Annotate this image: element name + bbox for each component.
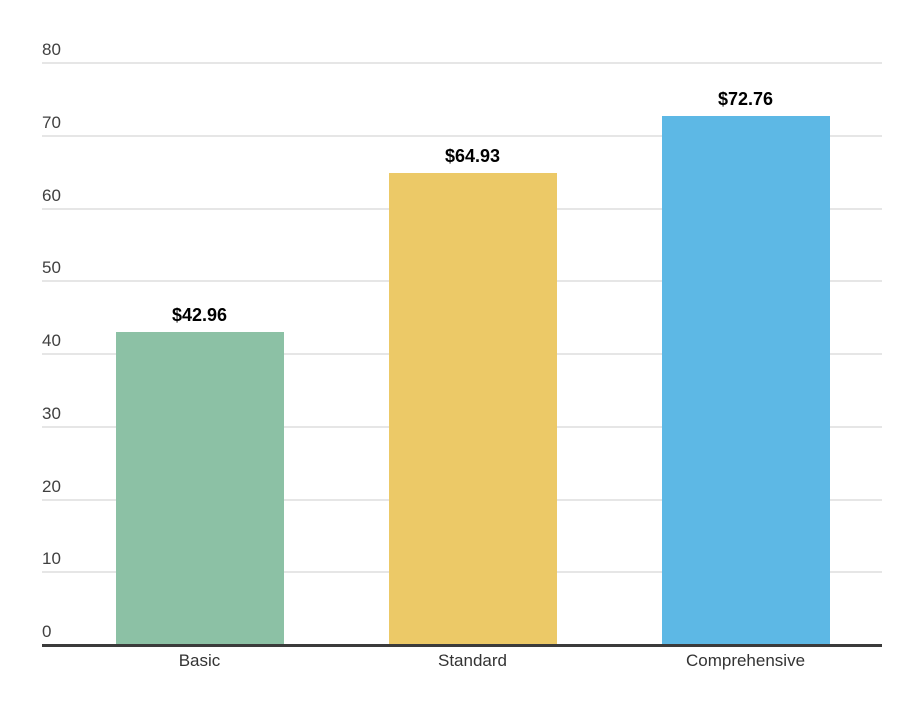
y-axis-tick-label: 40 <box>42 331 61 350</box>
y-axis-tick-label: 20 <box>42 476 61 496</box>
x-axis-category-label: Basic <box>178 651 221 670</box>
bar-comprehensive <box>661 115 830 645</box>
y-axis-tick-label: 10 <box>42 549 61 569</box>
x-axis-baseline <box>42 644 882 647</box>
bar-basic <box>115 332 284 645</box>
x-axis-category-label: Standard <box>438 651 507 670</box>
y-axis-tick-label: 50 <box>42 258 61 278</box>
y-axis-tick-label: 60 <box>42 185 61 205</box>
bar-value-label: $42.96 <box>171 305 228 326</box>
y-axis-tick-label: 30 <box>42 403 61 423</box>
bar-value-label: $64.93 <box>444 145 501 166</box>
bar-standard <box>388 172 557 645</box>
gridline <box>42 62 882 64</box>
bar-value-label: $72.76 <box>717 88 774 109</box>
y-axis-tick-label: 80 <box>42 40 61 59</box>
y-axis-tick-label: 0 <box>42 622 52 641</box>
x-axis-category-label: Comprehensive <box>685 651 806 670</box>
gridline <box>42 134 882 137</box>
y-axis-tick-label: 70 <box>42 112 61 132</box>
